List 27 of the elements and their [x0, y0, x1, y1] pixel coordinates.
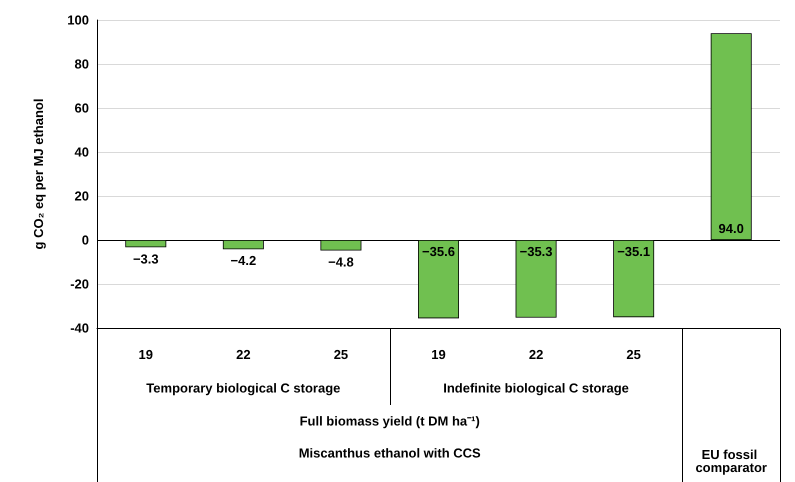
y-tick-label: 0	[82, 232, 89, 248]
y-tick-label: 40	[74, 144, 89, 160]
y-axis-title: g CO₂ eq per MJ ethanol	[31, 98, 46, 250]
x-tick-label: 19	[431, 347, 446, 362]
x-tick-label: 19	[138, 347, 154, 362]
text: Indefinite biological C storage	[443, 380, 629, 396]
data-label: 94.0	[718, 221, 744, 236]
y-tick-label: -20	[70, 276, 89, 292]
data-label: −3.3	[132, 251, 159, 266]
data-label: −35.3	[520, 244, 553, 259]
y-tick-label: 80	[74, 56, 89, 72]
data-label: −35.1	[617, 244, 650, 259]
data-label: −4.8	[328, 254, 354, 270]
data-label: −35.6	[422, 244, 455, 259]
x-tick-label: 25	[334, 347, 348, 362]
text: Miscanthus ethanol with CCS	[298, 446, 482, 460]
data-label: −4.2	[230, 253, 256, 268]
y-tick-label: 100	[67, 12, 89, 28]
x-tick-label: 25	[626, 347, 641, 362]
y-tick-label: -40	[70, 320, 89, 336]
y-tick-label: 60	[74, 100, 89, 116]
text: Temporary biological C storage	[146, 380, 340, 396]
x-axis-title: Full biomass yield (t DM ha⁻¹)	[300, 414, 480, 428]
x-tick-label: 22	[528, 347, 544, 362]
y-tick-label: 20	[74, 188, 89, 204]
text: EU fossil comparator	[695, 447, 767, 475]
x-tick-label: 22	[236, 347, 251, 362]
